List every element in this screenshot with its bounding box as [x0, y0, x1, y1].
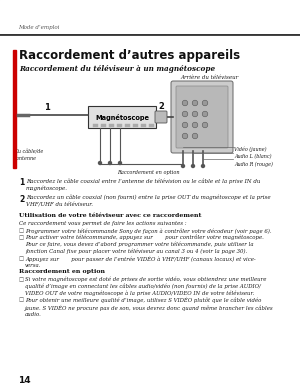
Text: Du câble/de
l’antenne: Du câble/de l’antenne	[14, 150, 43, 161]
Text: Utilisation de votre téléviseur avec ce raccordement: Utilisation de votre téléviseur avec ce …	[19, 213, 202, 218]
Text: Raccordement en option: Raccordement en option	[19, 269, 105, 274]
Circle shape	[202, 122, 208, 128]
FancyBboxPatch shape	[171, 81, 233, 153]
Bar	[117, 124, 122, 127]
Text: Vidéo (jaune)
Audio L (blanc)
Audio R (rouge): Vidéo (jaune) Audio L (blanc) Audio R (r…	[234, 146, 273, 167]
Circle shape	[182, 122, 188, 128]
Circle shape	[202, 100, 208, 106]
Text: Appuyez sur       pour passer de l’entrée VIDÉO à VHF/UHF (canaux locaux) et vic: Appuyez sur pour passer de l’entrée VIDÉ…	[25, 256, 256, 268]
Circle shape	[182, 100, 188, 106]
Text: Raccordement d’autres appareils: Raccordement d’autres appareils	[19, 49, 240, 62]
Circle shape	[202, 111, 208, 117]
Circle shape	[182, 165, 184, 168]
Text: □: □	[19, 297, 24, 302]
Bar	[133, 124, 138, 127]
Circle shape	[118, 161, 122, 165]
Text: 2: 2	[19, 195, 24, 204]
Text: Arrière du téléviseur: Arrière du téléviseur	[180, 75, 238, 80]
Text: Programmer votre télécommande Sony de façon à contrôler votre décodeur (voir pag: Programmer votre télécommande Sony de fa…	[25, 228, 272, 234]
Bar	[88, 106, 156, 128]
Circle shape	[98, 161, 101, 165]
Text: Si votre magnétoscope est doté de prises de sortie vidéo, vous obtiendrez une me: Si votre magnétoscope est doté de prises…	[25, 277, 266, 296]
Bar	[101, 124, 106, 127]
Circle shape	[182, 133, 188, 139]
Text: Raccordez un câble coaxial (non fourni) entre la prise OUT du magnétoscope et la: Raccordez un câble coaxial (non fourni) …	[26, 195, 271, 207]
Text: Raccordement du téléviseur à un magnétoscope: Raccordement du téléviseur à un magnétos…	[19, 65, 215, 73]
Text: Ce raccordement vous permet de faire les actions suivantes :: Ce raccordement vous permet de faire les…	[19, 221, 187, 226]
Text: □: □	[19, 228, 24, 233]
Text: 1: 1	[44, 103, 50, 112]
Text: Mode d’emploi: Mode d’emploi	[18, 25, 59, 30]
Text: 14: 14	[18, 376, 31, 385]
Text: 2: 2	[158, 102, 164, 111]
Bar	[109, 124, 114, 127]
FancyBboxPatch shape	[176, 86, 228, 148]
FancyBboxPatch shape	[155, 111, 167, 123]
Circle shape	[192, 111, 198, 117]
Text: □: □	[19, 256, 24, 261]
Bar	[149, 124, 154, 127]
Circle shape	[192, 100, 198, 106]
Bar	[125, 124, 130, 127]
Circle shape	[192, 133, 198, 139]
Text: 1: 1	[19, 178, 24, 187]
Text: □: □	[19, 235, 24, 240]
Circle shape	[191, 165, 194, 168]
Text: Raccordez le câble coaxial entre l’antenne de télévision ou le câble et la prise: Raccordez le câble coaxial entre l’anten…	[26, 178, 260, 191]
Bar	[13, 50, 16, 168]
Circle shape	[109, 161, 112, 165]
Text: Pour obtenir une meilleure qualité d’image, utilisez S VIDÉO plutôt que le câble: Pour obtenir une meilleure qualité d’ima…	[25, 297, 274, 317]
Text: Magnétoscope: Magnétoscope	[95, 114, 149, 121]
Text: Raccordement en option: Raccordement en option	[117, 170, 179, 175]
Circle shape	[202, 165, 205, 168]
Circle shape	[182, 111, 188, 117]
Bar	[141, 124, 146, 127]
Text: Pour activer votre télécommande, appuyez sur       pour contrôler votre magnétos: Pour activer votre télécommande, appuyez…	[25, 235, 264, 254]
Text: □: □	[19, 277, 24, 282]
Bar	[93, 124, 98, 127]
Circle shape	[192, 122, 198, 128]
